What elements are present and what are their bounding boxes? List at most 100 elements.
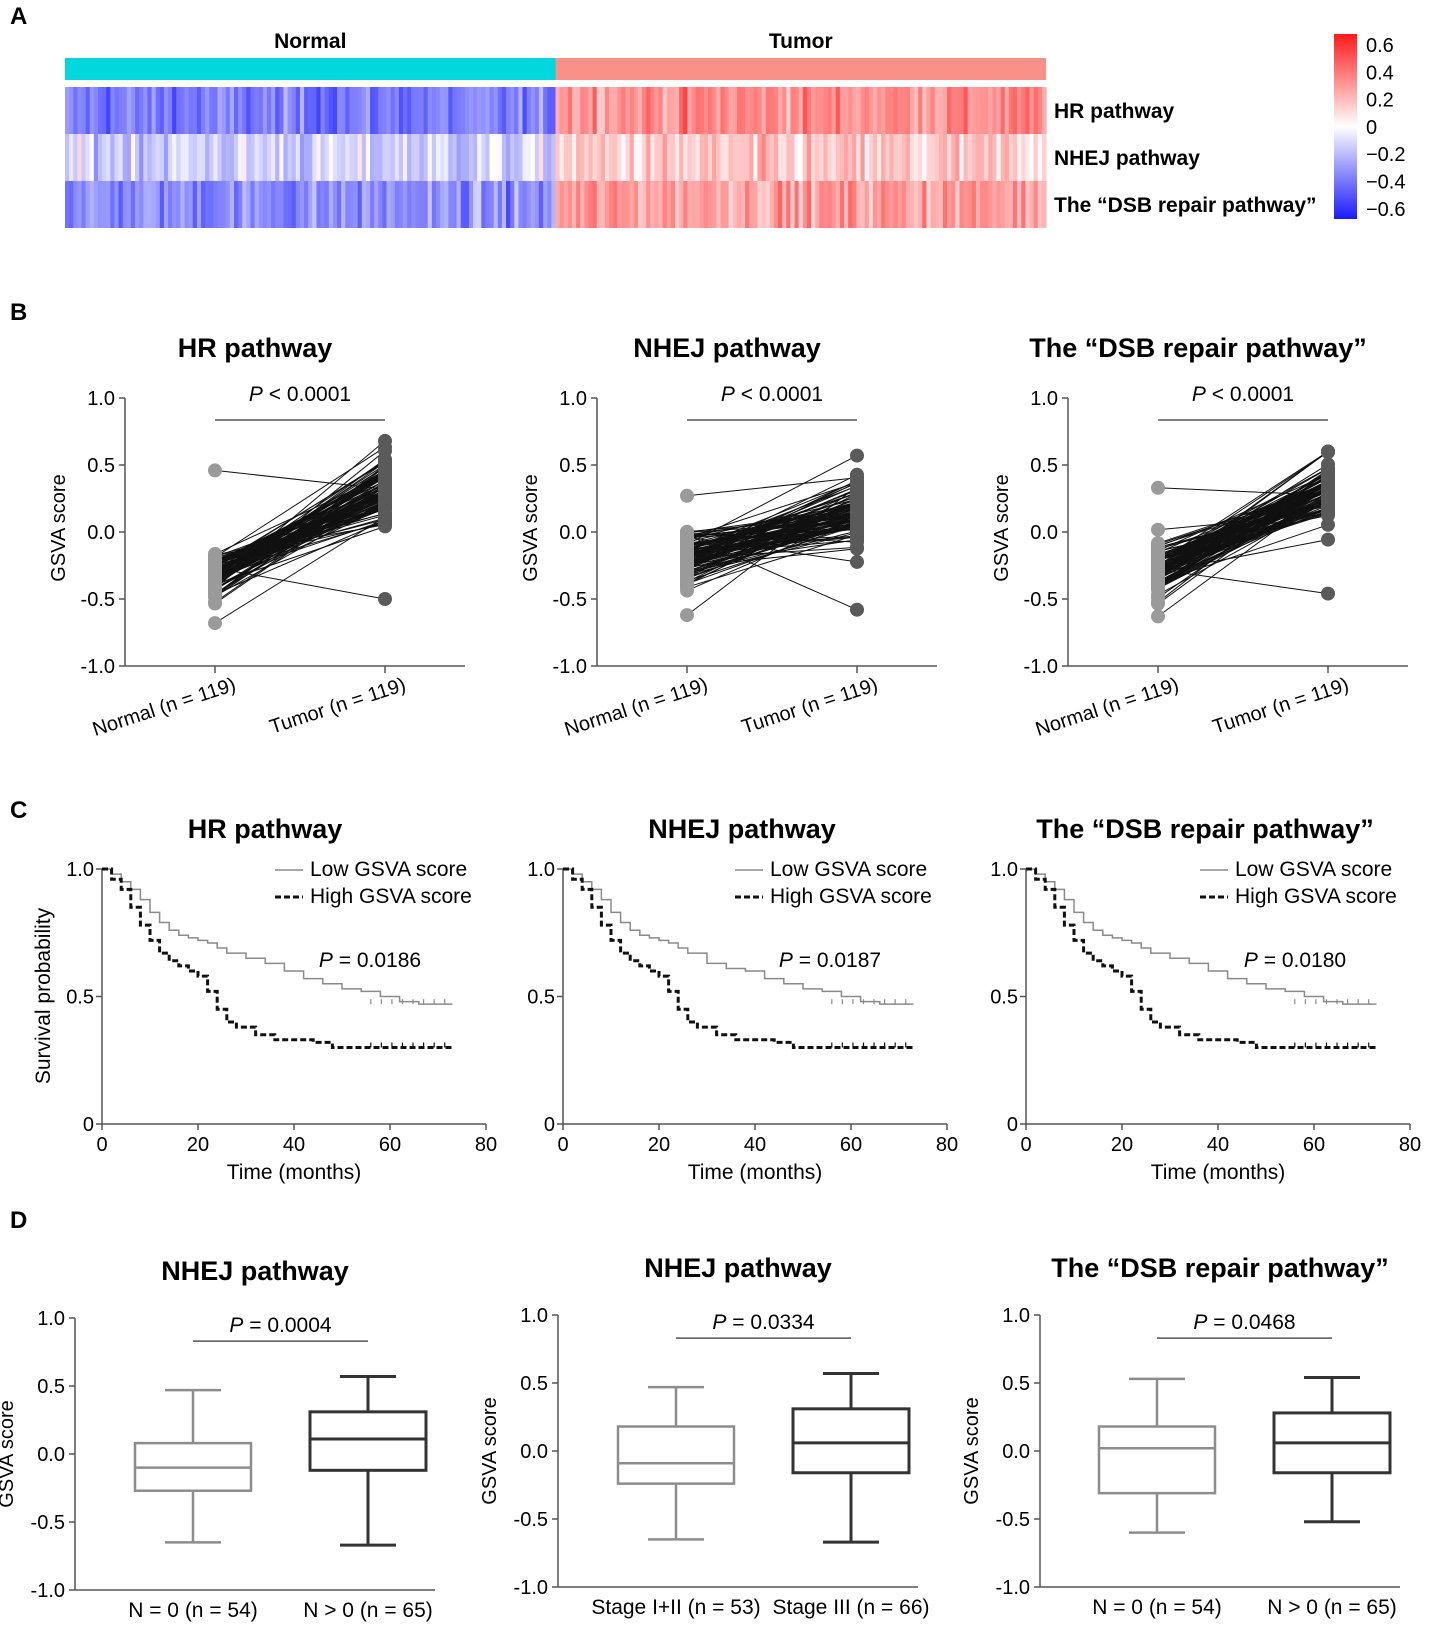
heatmap-cell <box>473 181 478 228</box>
heatmap-cell <box>967 134 973 181</box>
heatmap-cell <box>234 134 239 181</box>
heatmap-cell <box>951 87 956 134</box>
heatmap-cell <box>757 181 763 228</box>
heatmap-cell <box>773 181 779 228</box>
heatmap-cell <box>316 87 322 134</box>
heatmap-cell <box>382 87 388 134</box>
x-tick-label: 60 <box>379 1134 401 1156</box>
heatmap-cell <box>69 181 74 228</box>
heatmap-cell <box>510 134 515 181</box>
heatmap-cell <box>357 134 363 181</box>
heatmap-cell <box>386 181 392 228</box>
heatmap-cell <box>271 134 276 181</box>
heatmap-cell <box>889 134 895 181</box>
heatmap-cell <box>440 134 445 181</box>
heatmap-cell <box>328 134 334 181</box>
heatmap-cell <box>435 87 441 134</box>
heatmap-cell <box>600 181 606 228</box>
heatmap-cell <box>143 87 149 134</box>
heatmap-cell <box>975 181 981 228</box>
heatmap-cell <box>151 87 157 134</box>
heatmap-cell <box>646 181 651 228</box>
color-scale-tick: 0.4 <box>1366 62 1394 84</box>
x-tick-label: 20 <box>1111 1134 1133 1156</box>
heatmap-cell <box>691 181 697 228</box>
heatmap-cell <box>728 181 734 228</box>
heatmap-cell <box>514 134 519 181</box>
heatmap-cell <box>942 181 948 228</box>
box-plot-3: The “DSB repair pathway” 1.0 0.5 0.0 -0.5 -1.… <box>961 1253 1400 1619</box>
heatmap-cell <box>522 181 528 228</box>
pair-line <box>214 485 386 604</box>
y-tick-label: 1.0 <box>1030 388 1058 410</box>
y-tick-label: 1.0 <box>37 1308 65 1330</box>
heatmap-cell <box>402 87 408 134</box>
heatmap-cell <box>839 181 845 228</box>
heatmap-cell <box>852 181 857 228</box>
heatmap-cell <box>609 181 614 228</box>
pair-line <box>686 498 858 541</box>
heatmap-cell <box>221 181 227 228</box>
heatmap-cell <box>221 134 227 181</box>
heatmap-cell <box>877 181 882 228</box>
heatmap-cell <box>753 134 759 181</box>
heatmap-cell <box>361 181 367 228</box>
heatmap-cell <box>122 181 128 228</box>
tumor-point <box>850 486 864 501</box>
category-label: Stage I+II (n = 53) <box>591 1596 760 1619</box>
heatmap-cell <box>159 87 165 134</box>
heatmap-cell <box>1021 181 1026 228</box>
category-label: Normal (n = 119) <box>562 674 711 741</box>
heatmap-cell <box>951 181 956 228</box>
heatmap-cell <box>761 181 767 228</box>
y-tick-label: -1.0 <box>553 656 587 678</box>
heatmap-cell <box>909 134 915 181</box>
heatmap-cell <box>205 87 210 134</box>
heatmap-cell <box>720 87 726 134</box>
km-plot-1: HR pathway 1.0 0.5 00 20 40 60 80 Time (months) S… <box>32 814 497 1184</box>
y-axis-label: GSVA score <box>479 1397 501 1504</box>
heatmap-cell <box>687 134 693 181</box>
heatmap-cell <box>114 134 120 181</box>
heatmap-cell <box>287 181 293 228</box>
heatmap-cell <box>213 181 219 228</box>
heatmap-cell <box>823 87 829 134</box>
heatmap-cell <box>163 181 169 228</box>
heatmap-cell <box>881 134 886 181</box>
heatmap-cell <box>1013 134 1018 181</box>
heatmap-cell <box>839 87 845 134</box>
heatmap-cell <box>287 134 293 181</box>
heatmap-cell <box>81 87 87 134</box>
heatmap-cell <box>353 134 359 181</box>
heatmap-cell <box>955 87 961 134</box>
heatmap-cell <box>782 134 787 181</box>
pair-line <box>214 508 386 575</box>
x-tick-label: 40 <box>283 1134 305 1156</box>
heatmap-cell <box>250 181 256 228</box>
heatmap-cell <box>736 134 742 181</box>
heatmap-cell <box>609 134 614 181</box>
tumor-point <box>1321 476 1335 491</box>
y-tick-label: 0.5 <box>1030 455 1058 477</box>
panel-b-paired-plots: HR pathway 1.0 0.5 0.0 -0.5 -1.0 GSVA score Nor… <box>48 333 1408 741</box>
heatmap-cell <box>959 134 965 181</box>
heatmap-cell <box>942 134 948 181</box>
heatmap-cell <box>77 87 83 134</box>
heatmap-cell <box>97 87 103 134</box>
heatmap-cell <box>394 134 400 181</box>
heatmap-cell <box>275 181 280 228</box>
heatmap-cell <box>856 181 862 228</box>
heatmap-cell <box>996 134 1002 181</box>
heatmap-cell <box>959 181 965 228</box>
box-plot-2: NHEJ pathway 1.0 0.5 0.0 -0.5 -1.0 GSVA score P… <box>479 1253 930 1619</box>
paired-plot-title: NHEJ pathway <box>633 333 821 363</box>
heatmap-cell <box>361 87 367 134</box>
heatmap-cell <box>790 134 796 181</box>
heatmap-cell <box>613 134 618 181</box>
heatmap-cell <box>786 181 792 228</box>
heatmap-cell <box>617 87 623 134</box>
heatmap-cell <box>909 181 915 228</box>
heatmap-cell <box>345 181 351 228</box>
heatmap-cell <box>926 87 932 134</box>
color-scale-tick: 0.6 <box>1366 35 1394 57</box>
